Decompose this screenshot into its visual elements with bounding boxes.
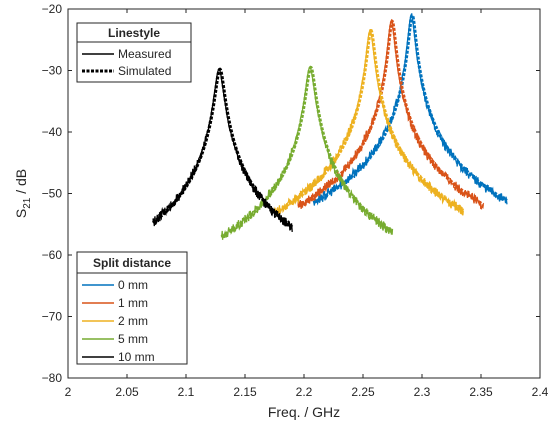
series-0-mm [312,13,508,206]
series-2-mm [273,28,465,216]
x-axis-label: Freq. / GHz [268,404,340,420]
x-tick-label: 2.1 [178,385,195,399]
split-legend-label: 2 mm [118,314,148,328]
y-tick-label: −50 [42,187,63,201]
measured-line [297,20,485,211]
x-ticks: 2 2.05 2.1 2.15 2.2 2.25 2.3 2.35 2.4 [65,9,549,399]
split-legend-label: 1 mm [118,296,148,310]
y-axis-label-main: S [13,209,29,218]
x-tick-label: 2.15 [233,385,257,399]
y-ticks: −80 −70 −60 −50 −40 −30 −20 [42,2,540,385]
split-legend-entries: 0 mm 1 mm 2 mm 5 mm 10 mm [82,278,155,364]
measured-line [312,14,508,206]
y-tick-label: −30 [42,64,63,78]
y-tick-label: −80 [42,371,63,385]
split-legend-box [76,251,188,365]
measured-line [152,68,293,232]
x-tick-label: 2.35 [469,385,493,399]
simulated-line [220,65,394,238]
linestyle-legend-title: Linestyle [108,26,160,40]
series-layer [151,13,508,240]
series-1-mm [297,18,485,211]
x-tick-label: 2.4 [532,385,549,399]
legend-measured-label: Measured [118,47,171,61]
linestyle-legend: Linestyle Measured Simulated [76,22,192,83]
series-10-mm [151,67,294,232]
split-legend-title: Split distance [93,256,171,270]
y-tick-label: −60 [42,248,63,262]
x-tick-label: 2.05 [115,385,139,399]
x-tick-label: 2 [65,385,72,399]
y-tick-label: −70 [42,310,63,324]
y-axis-label-sub: 21 [22,197,33,209]
measured-line [273,29,464,216]
split-legend: Split distance 0 mm 1 mm 2 mm 5 mm 10 mm [76,251,188,365]
split-legend-label: 0 mm [118,278,148,292]
x-tick-label: 2.25 [351,385,375,399]
split-legend-label: 5 mm [118,332,148,346]
split-legend-label: 10 mm [118,350,155,364]
y-axis-label-rest: / dB [13,169,29,198]
x-tick-label: 2.3 [414,385,431,399]
y-axis-label: S21 / dB [13,169,33,218]
measured-line [220,66,394,240]
svg-text:S21 / dB: S21 / dB [13,169,33,218]
y-tick-label: −40 [42,125,63,139]
series-5-mm [220,65,394,240]
legend-simulated-label: Simulated [118,64,171,78]
y-tick-label: −20 [42,2,63,16]
x-tick-label: 2.2 [296,385,313,399]
